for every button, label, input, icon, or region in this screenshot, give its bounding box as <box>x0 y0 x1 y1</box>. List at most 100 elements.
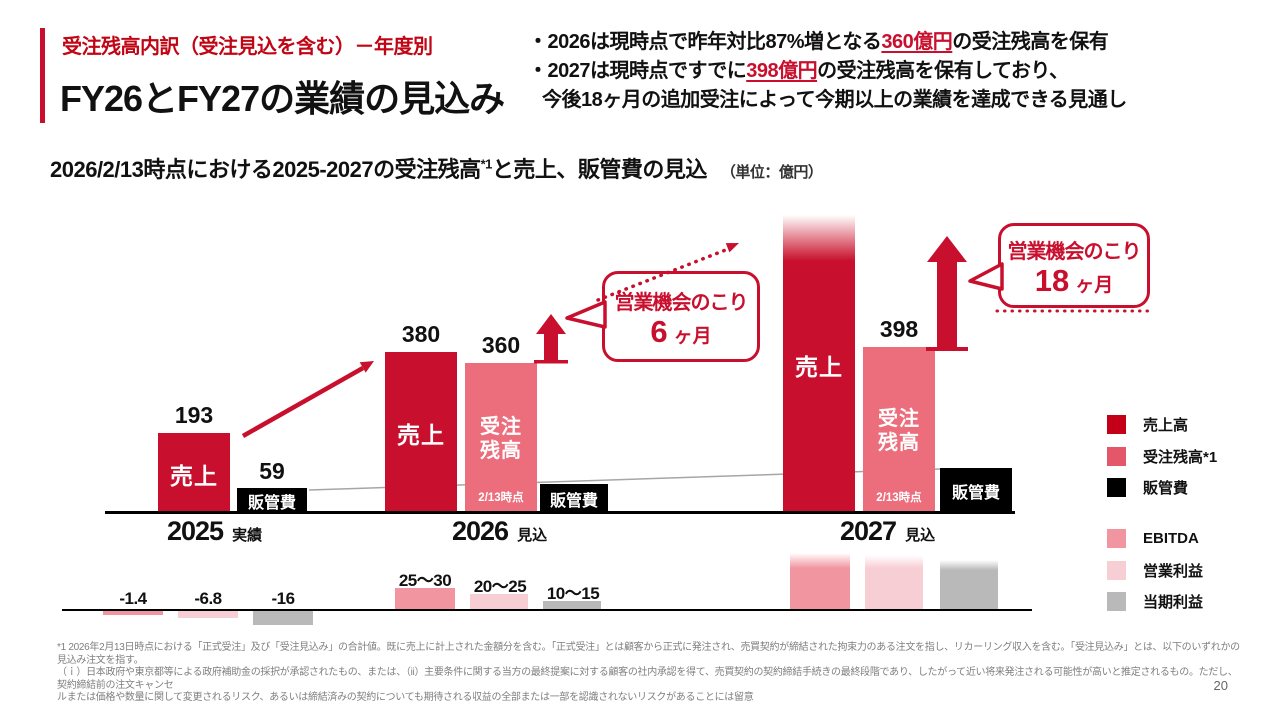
legend-swatch-backlog <box>1107 447 1126 466</box>
bullet-2-tail: の受注残高を保有しており、 <box>817 60 1069 82</box>
bar-label: 売上 <box>795 353 843 380</box>
bullet-1: ・2026は現時点で昨年対比87%増となる360億円の受注残高を保有 <box>528 28 1168 57</box>
legend-swatch-ebitda <box>1107 529 1126 548</box>
footnote-line-3: ルまたは価格や数量に関して変更されるリスク、あるいは締結済みの契約についても期待… <box>57 692 754 703</box>
legend-item-backlog: 受注残高*1 <box>1107 446 1217 467</box>
bar-label: 残高 <box>480 439 522 462</box>
key-messages: ・2026は現時点で昨年対比87%増となる360億円の受注残高を保有 ・2027… <box>528 28 1168 115</box>
value-sales-2025: 193 <box>174 402 214 428</box>
legend-item-sales: 売上高 <box>1107 414 1188 435</box>
legend-swatch-sga <box>1107 478 1126 497</box>
asof-note: 2/13時点 <box>478 492 524 504</box>
value-backlog-2026: 360 <box>481 332 521 358</box>
value-sales-2026: 380 <box>401 321 441 347</box>
page-title: FY26とFY27の業績の見込み <box>60 78 505 119</box>
unit-label: （単位：億円） <box>720 164 823 181</box>
legend-label: 売上高 <box>1143 417 1189 434</box>
legend-item-op: 営業利益 <box>1107 560 1203 581</box>
axis-label-2027: 2027 見込 <box>840 516 935 547</box>
bar-sales-2025: 売上 <box>158 433 230 514</box>
callout-value-row: 6 ヶ月 <box>650 313 712 349</box>
axis-label-2025: 2025 実績 <box>167 516 262 547</box>
page-number: 20 <box>1213 678 1228 693</box>
value-backlog-2027: 398 <box>879 316 919 342</box>
value-ebitda-2026: 25〜30 <box>398 571 452 590</box>
callout-unit: ヶ月 <box>1075 274 1114 296</box>
status-label: 実績 <box>232 527 263 544</box>
legend-label: 当期利益 <box>1143 594 1204 611</box>
mini-bar-net-2025 <box>253 611 313 625</box>
legend-item-net: 当期利益 <box>1107 591 1203 612</box>
speech-tail-6m-icon <box>565 300 607 329</box>
mini-bar-op-2027 <box>865 555 923 610</box>
bar-label: 受注 <box>878 407 920 430</box>
accent-bar <box>40 28 45 123</box>
bar-sga-2027: 販管費 <box>940 468 1012 514</box>
bullet-2: ・2027は現時点ですでに398億円の受注残高を保有しており、 <box>528 57 1168 86</box>
mini-bar-op-2026 <box>470 594 528 610</box>
callout-remaining-6-months: 営業機会のこり 6 ヶ月 <box>602 271 760 362</box>
growth-arrow-icon <box>241 361 374 438</box>
bar-backlog-2027: 受注 残高 2/13時点 <box>863 347 935 514</box>
callout-unit: ヶ月 <box>673 325 712 347</box>
bar-sga-2026: 販管費 <box>540 484 608 514</box>
value-net-2025: -16 <box>271 589 295 608</box>
bullet-1-tail: の受注残高を保有 <box>952 31 1109 53</box>
legend-item-sga: 販管費 <box>1107 477 1188 498</box>
bar-backlog-2026: 受注 残高 2/13時点 <box>465 363 537 514</box>
value-op-2026: 20〜25 <box>473 577 527 596</box>
kicker: 受注残高内訳（受注見込を含む）－年度別 <box>62 36 433 58</box>
mini-axis-line <box>62 609 1032 611</box>
callout-value: 6 <box>650 313 668 349</box>
legend-label: 営業利益 <box>1143 563 1204 580</box>
legend-swatch-net <box>1107 592 1126 611</box>
mini-bar-op-2025 <box>178 611 238 618</box>
legend-label: 受注残高*1 <box>1143 449 1218 466</box>
legend-label: 販管費 <box>1143 480 1189 497</box>
value-net-2026: 10〜15 <box>546 584 600 603</box>
bullet-1-highlight: 360億円 <box>881 31 953 53</box>
bar-label: 販管費 <box>549 493 598 510</box>
status-label: 見込 <box>905 527 936 544</box>
bar-label: 受注 <box>480 415 522 438</box>
value-op-2025: -6.8 <box>194 589 222 608</box>
bar-label: 売上 <box>397 422 445 448</box>
footnote: *1 2026年2月13日時点における「正式受注」及び「受注見込み」の合計値。既… <box>57 642 1242 705</box>
asof-note: 2/13時点 <box>876 492 922 504</box>
bullet-2-text: ・2027は現時点ですでに <box>528 60 747 82</box>
legend-item-ebitda: EBITDA <box>1107 529 1199 548</box>
chart-title-text: 2026/2/13時点における2025-2027の受注残高 <box>50 157 481 182</box>
bar-sales-2026: 売上 <box>385 352 457 514</box>
callout-remaining-18-months: 営業機会のこり 18 ヶ月 <box>998 223 1150 308</box>
chart-title-tail: と売上、販管費の見込 <box>491 157 708 182</box>
chart-title: 2026/2/13時点における2025-2027の受注残高*1と売上、販管費の見… <box>50 152 823 184</box>
callout-value: 18 <box>1034 262 1070 298</box>
mini-bar-net-2027 <box>940 560 998 610</box>
footnote-marker: *1 <box>480 156 493 172</box>
axis-label-2026: 2026 見込 <box>452 516 547 547</box>
bar-label: 残高 <box>878 431 920 454</box>
mini-bar-ebitda-2027 <box>790 553 850 610</box>
value-sga-2025: 59 <box>259 458 285 484</box>
bar-label: 売上 <box>170 462 218 489</box>
main-axis-line <box>105 511 1015 514</box>
up-arrow-2026-icon <box>534 314 568 364</box>
year-label: 2026 <box>452 516 509 546</box>
year-label: 2027 <box>840 516 897 546</box>
year-label: 2025 <box>167 516 224 546</box>
mini-bar-ebitda-2025 <box>103 611 163 615</box>
mini-bar-ebitda-2026 <box>395 588 455 610</box>
bullet-3: 今後18ヶ月の追加受注によって今期以上の業績を達成できる見通し <box>542 89 1127 111</box>
bar-sga-2025: 販管費 <box>237 488 307 514</box>
bar-label: 販管費 <box>247 495 296 512</box>
footnote-line-1: *1 2026年2月13日時点における「正式受注」及び「受注見込み」の合計値。既… <box>57 642 1240 666</box>
legend-label: EBITDA <box>1143 530 1199 547</box>
legend-swatch-sales <box>1107 415 1126 434</box>
value-ebitda-2025: -1.4 <box>119 589 147 608</box>
callout-label: 営業機会のこり <box>614 291 749 314</box>
legend-swatch-op <box>1107 561 1126 580</box>
bar-label: 販管費 <box>951 485 1000 502</box>
bullet-2-highlight: 398億円 <box>746 60 818 82</box>
footnote-line-2: （ｉ）日本政府や東京都等による政府補助金の採択が承認されたもの、または、（ii）… <box>57 667 1238 691</box>
